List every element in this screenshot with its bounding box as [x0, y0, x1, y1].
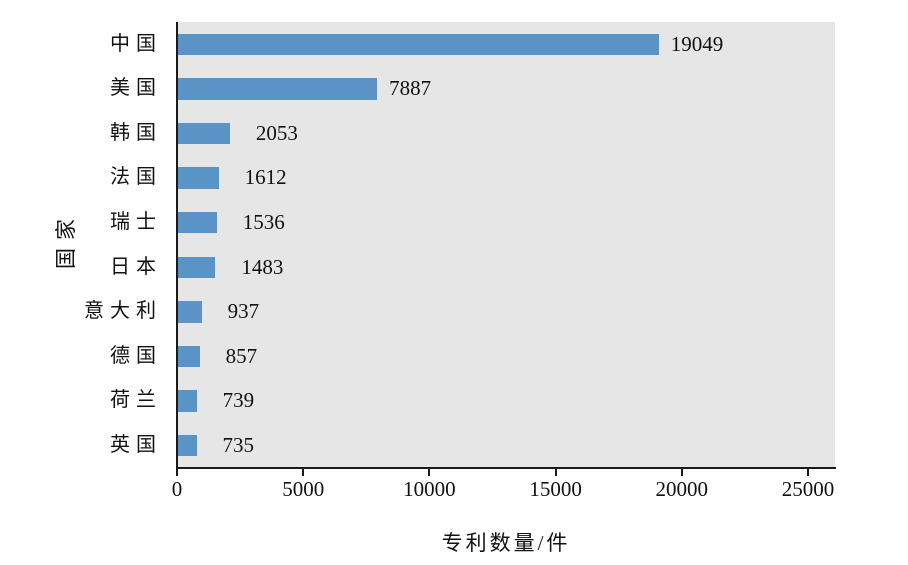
- x-tick-label-15000: 15000: [529, 477, 582, 501]
- y-axis-title: 国家: [54, 211, 78, 269]
- category-label-1: 中国: [110, 32, 162, 55]
- y-axis-line: [176, 22, 178, 469]
- value-label-7: 937: [227, 299, 260, 324]
- x-tick-mark-15000: [554, 469, 557, 476]
- bar-8: [178, 345, 200, 368]
- category-label-9: 荷兰: [110, 389, 162, 412]
- x-tick-mark-10000: [428, 469, 431, 476]
- bar-2: [178, 78, 378, 100]
- bar-3: [178, 122, 230, 145]
- category-label-3: 韩国: [110, 121, 162, 144]
- bar-10: [178, 434, 197, 457]
- x-tick-mark-0: [176, 469, 178, 476]
- value-label-9: 739: [222, 388, 255, 413]
- value-label-2: 7887: [389, 76, 432, 101]
- category-label-8: 德国: [110, 344, 162, 367]
- value-label-3: 2053: [255, 120, 298, 145]
- bar-4: [178, 167, 219, 189]
- category-label-7: 意大利: [84, 300, 162, 323]
- x-tick-label-0: 0: [171, 477, 183, 501]
- category-label-6: 日本: [110, 255, 162, 278]
- category-label-5: 瑞士: [110, 210, 162, 233]
- bar-9: [178, 390, 197, 412]
- value-label-8: 857: [225, 343, 258, 368]
- x-tick-mark-20000: [680, 469, 683, 476]
- x-tick-label-5000: 5000: [282, 477, 325, 501]
- x-tick-label-10000: 10000: [403, 477, 456, 501]
- bar-7: [178, 301, 202, 323]
- value-label-4: 1612: [244, 165, 287, 190]
- bar-5: [178, 211, 217, 234]
- bar-6: [178, 256, 216, 279]
- category-label-4: 法国: [110, 166, 162, 189]
- value-label-5: 1536: [242, 209, 285, 234]
- bar-1: [178, 33, 659, 56]
- category-label-2: 美国: [110, 77, 162, 100]
- x-tick-mark-5000: [302, 469, 305, 476]
- value-label-1: 19049: [670, 31, 724, 56]
- x-tick-label-20000: 20000: [655, 477, 709, 501]
- category-label-10: 英国: [110, 433, 162, 456]
- x-axis-line: [176, 467, 836, 469]
- x-axis-title: 专利数量/件: [441, 531, 571, 555]
- value-label-6: 1483: [241, 254, 284, 279]
- x-tick-mark-25000: [806, 469, 809, 476]
- x-tick-label-25000: 25000: [781, 477, 835, 501]
- value-label-10: 735: [222, 432, 255, 457]
